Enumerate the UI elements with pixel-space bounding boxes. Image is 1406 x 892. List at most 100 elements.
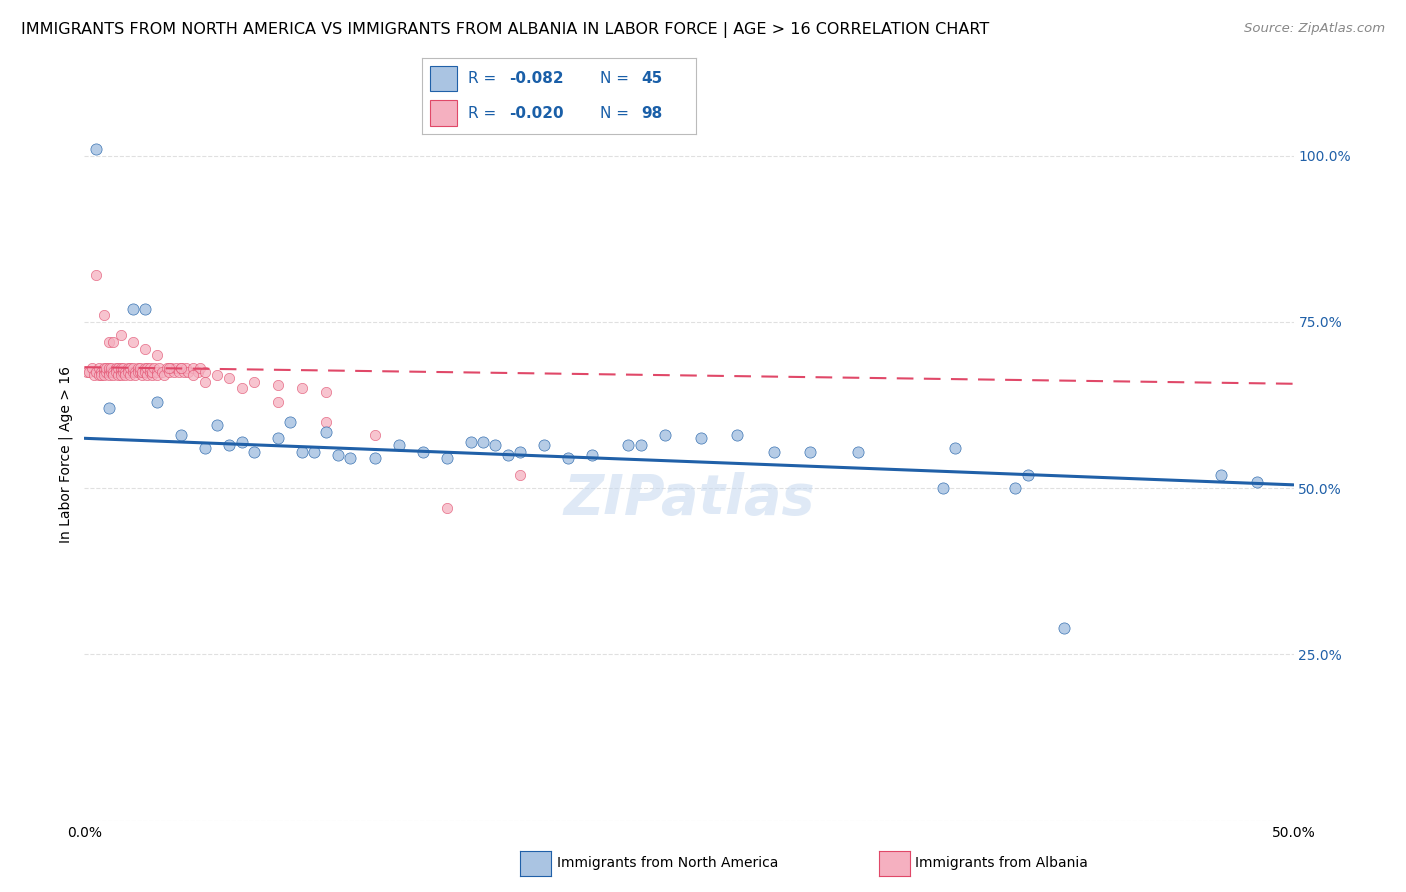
Point (129, 365, 152, 379)
Point (87, 361, 110, 376)
Point (121, 365, 143, 379)
Point (104, 361, 127, 376)
Point (112, 361, 135, 376)
Point (460, 434, 482, 449)
Point (93, 368, 115, 383)
Point (146, 348, 169, 362)
Point (150, 365, 173, 379)
Point (117, 361, 139, 376)
Point (231, 381, 253, 395)
Point (93, 308, 115, 322)
Point (509, 444, 531, 458)
Point (146, 365, 169, 379)
Point (533, 438, 555, 452)
Point (267, 378, 290, 392)
Point (97, 361, 120, 376)
Point (141, 365, 163, 379)
Point (291, 381, 314, 395)
Point (690, 431, 713, 445)
Point (181, 368, 204, 383)
Point (138, 365, 160, 379)
Point (242, 444, 264, 458)
Text: IMMIGRANTS FROM NORTH AMERICA VS IMMIGRANTS FROM ALBANIA IN LABOR FORCE | AGE > : IMMIGRANTS FROM NORTH AMERICA VS IMMIGRA… (21, 22, 990, 38)
Point (617, 438, 640, 452)
Point (131, 365, 153, 379)
Point (170, 361, 193, 376)
Point (315, 384, 337, 399)
Text: R =: R = (468, 71, 496, 86)
Point (315, 415, 337, 429)
Point (557, 451, 579, 466)
Point (100, 361, 122, 376)
Point (328, 448, 350, 462)
Point (153, 368, 176, 383)
Point (509, 467, 531, 482)
Point (124, 368, 146, 383)
Point (86, 268, 108, 283)
Point (103, 365, 125, 379)
Point (484, 438, 506, 452)
Point (131, 368, 153, 383)
Point (120, 361, 142, 376)
Point (121, 334, 143, 349)
Y-axis label: In Labor Force | Age > 16: In Labor Force | Age > 16 (59, 367, 73, 543)
Point (110, 361, 132, 376)
Point (90, 368, 112, 383)
Point (97, 365, 120, 379)
Point (93, 365, 115, 379)
Point (80, 361, 103, 376)
Point (110, 328, 132, 343)
Point (107, 368, 129, 383)
Point (134, 342, 156, 356)
Point (76, 365, 98, 379)
Text: -0.020: -0.020 (509, 106, 564, 120)
Point (104, 365, 127, 379)
Point (412, 444, 434, 458)
Point (148, 361, 170, 376)
Point (496, 448, 519, 462)
Point (97, 368, 120, 383)
Point (207, 417, 229, 432)
Point (117, 365, 139, 379)
Point (174, 361, 197, 376)
Point (1246, 475, 1268, 489)
Point (472, 434, 495, 449)
Point (155, 361, 177, 376)
Point (302, 444, 325, 458)
Point (242, 375, 264, 389)
Point (134, 301, 156, 316)
Text: Source: ZipAtlas.com: Source: ZipAtlas.com (1244, 22, 1385, 36)
Point (846, 444, 869, 458)
Point (97, 401, 120, 416)
Point (110, 368, 132, 383)
Point (103, 368, 125, 383)
Point (134, 365, 156, 379)
Point (218, 371, 240, 385)
Point (1209, 467, 1232, 482)
Point (725, 428, 748, 442)
Point (363, 451, 385, 466)
Point (86, 142, 108, 156)
Point (388, 438, 411, 452)
Point (83, 368, 105, 383)
Point (1004, 481, 1026, 495)
Point (141, 368, 163, 383)
Point (121, 301, 143, 316)
Text: -0.082: -0.082 (509, 71, 564, 86)
Point (136, 361, 159, 376)
Point (146, 368, 169, 383)
Point (436, 451, 458, 466)
Point (100, 365, 122, 379)
Point (124, 365, 146, 379)
Point (94, 365, 117, 379)
Point (120, 368, 142, 383)
Text: N =: N = (600, 106, 628, 120)
Text: N =: N = (600, 71, 628, 86)
Point (363, 428, 385, 442)
Point (231, 434, 253, 449)
Point (181, 361, 204, 376)
Point (278, 415, 301, 429)
Point (436, 501, 458, 516)
Point (103, 334, 125, 349)
Point (114, 368, 136, 383)
